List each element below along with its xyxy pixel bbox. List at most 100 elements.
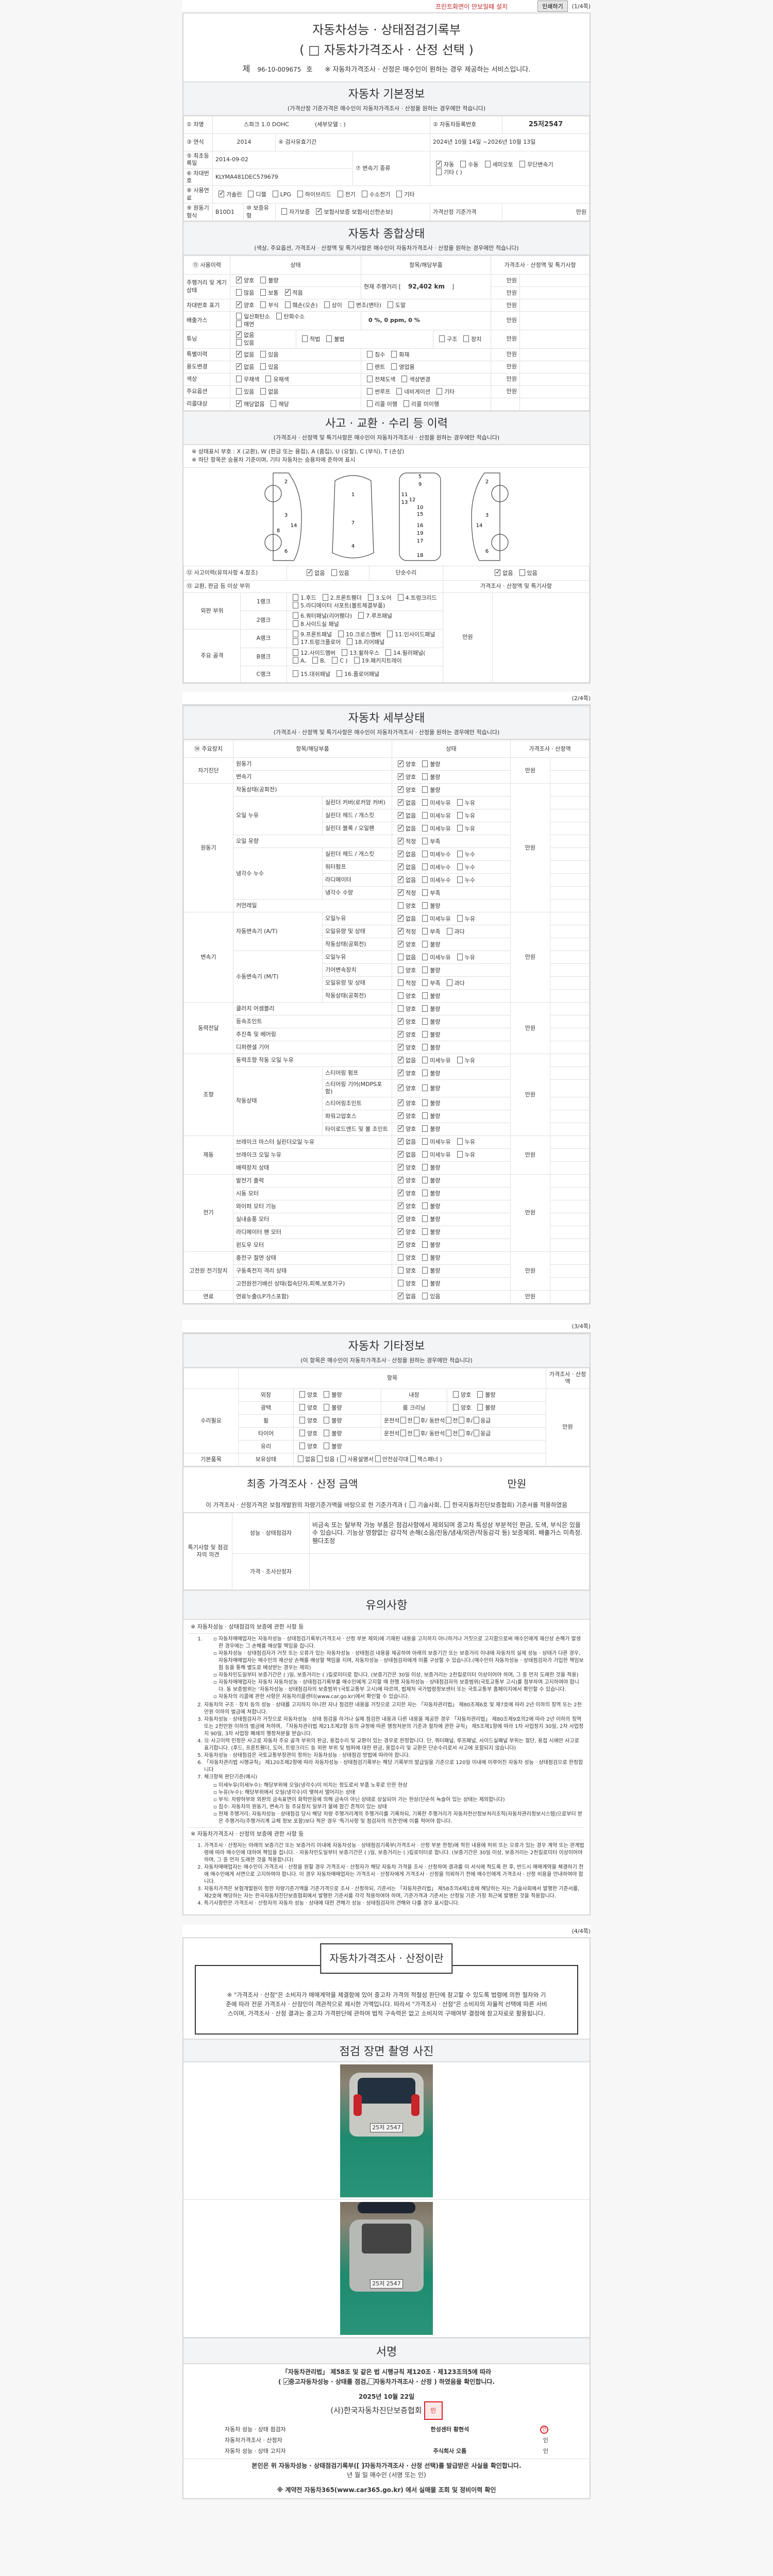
part-option[interactable]: 3.도어: [365, 594, 392, 602]
checkbox-checked[interactable]: [236, 362, 242, 370]
checkbox-checked[interactable]: [398, 940, 404, 947]
checkbox-option[interactable]: 불량: [419, 1099, 441, 1107]
checkbox-option[interactable]: 불량: [419, 1280, 441, 1287]
checkbox-option[interactable]: 불량: [419, 1177, 441, 1184]
checkbox-option[interactable]: 불량: [257, 277, 279, 284]
checkbox-option[interactable]: 없음: [257, 387, 279, 396]
print-button[interactable]: 인쇄하기: [537, 1, 568, 12]
checkbox-option[interactable]: 무채색: [233, 375, 259, 383]
checkbox-checked[interactable]: [284, 288, 291, 296]
checkbox[interactable]: [398, 1254, 404, 1261]
checkbox-option[interactable]: 양호: [296, 1430, 317, 1437]
checkbox-option[interactable]: 양호: [395, 1083, 416, 1092]
checkbox-checked[interactable]: [436, 160, 442, 167]
checkbox-option[interactable]: 불량: [419, 1018, 441, 1026]
checkbox[interactable]: [422, 1202, 428, 1210]
checkbox-option[interactable]: 불량: [419, 1125, 441, 1133]
checkbox[interactable]: [385, 649, 392, 656]
checkbox-option[interactable]: 양호: [395, 966, 416, 974]
checkbox[interactable]: [436, 168, 442, 176]
checkbox[interactable]: [400, 1417, 407, 1424]
checkbox-option[interactable]: 불량: [419, 902, 441, 910]
checkbox-option[interactable]: 누유: [454, 824, 475, 833]
checkbox-option[interactable]: 불량: [321, 1430, 342, 1437]
part-option[interactable]: 17.트렁크플로어: [290, 638, 341, 646]
checkbox[interactable]: [422, 786, 428, 793]
checkbox[interactable]: [396, 191, 402, 198]
checkbox-option[interactable]: 부족: [419, 837, 441, 845]
checkbox[interactable]: [367, 387, 373, 395]
checkbox-option[interactable]: 수동: [457, 160, 479, 168]
checkbox-option[interactable]: 자가보증: [278, 208, 310, 216]
checkbox[interactable]: [368, 2378, 374, 2385]
checkbox[interactable]: [439, 335, 445, 342]
checkbox[interactable]: [400, 1430, 407, 1437]
checkbox-option[interactable]: 무단변속기: [516, 160, 553, 168]
checkbox-option[interactable]: 누유: [454, 953, 475, 961]
checkbox[interactable]: [444, 1501, 450, 1508]
checkbox-option[interactable]: 미세누유: [419, 1056, 451, 1064]
checkbox[interactable]: [422, 1254, 428, 1261]
checkbox-checked[interactable]: [398, 862, 404, 870]
checkbox[interactable]: [398, 1005, 404, 1012]
checkbox-option[interactable]: 세미오토: [482, 160, 513, 168]
checkbox-option[interactable]: 없음: [395, 811, 416, 820]
checkbox-checked[interactable]: [398, 1240, 404, 1248]
checkbox-option[interactable]: 미세누유: [419, 824, 451, 833]
checkbox-option[interactable]: 가솔린: [215, 190, 242, 198]
part-option[interactable]: B,: [309, 656, 326, 665]
checkbox[interactable]: [367, 350, 373, 358]
checkbox[interactable]: [410, 1455, 416, 1463]
part-option[interactable]: 15.대쉬패널: [290, 670, 330, 678]
checkbox-option[interactable]: 불량: [474, 1391, 496, 1399]
checkbox[interactable]: [293, 670, 299, 677]
checkbox[interactable]: [422, 1018, 428, 1025]
checkbox-option[interactable]: 누수: [454, 850, 475, 858]
part-option[interactable]: 13.휠하우스: [339, 649, 379, 657]
checkbox-option[interactable]: 훼손(오손): [282, 301, 318, 309]
checkbox-option[interactable]: 양호: [395, 940, 416, 948]
checkbox-checked[interactable]: [398, 1163, 404, 1171]
checkbox[interactable]: [484, 160, 491, 167]
checkbox[interactable]: [396, 387, 402, 395]
checkbox-option[interactable]: 없음: [395, 1292, 416, 1300]
checkbox-checked[interactable]: [398, 759, 404, 767]
checkbox-option[interactable]: 미세누수: [419, 850, 451, 858]
checkbox[interactable]: [293, 638, 299, 646]
checkbox-option[interactable]: 없음: [395, 1137, 416, 1146]
checkbox[interactable]: [519, 569, 525, 576]
checkbox-option[interactable]: 불법: [323, 335, 345, 343]
checkbox[interactable]: [446, 927, 452, 935]
checkbox[interactable]: [354, 656, 360, 664]
checkbox[interactable]: [299, 1443, 305, 1450]
checkbox-option[interactable]: 없음: [395, 1150, 416, 1159]
checkbox-checked[interactable]: [398, 1176, 404, 1184]
checkbox[interactable]: [422, 1293, 428, 1300]
checkbox-option[interactable]: 양호: [395, 1240, 416, 1249]
checkbox[interactable]: [422, 1241, 428, 1248]
checkbox[interactable]: [337, 191, 343, 198]
checkbox-option[interactable]: 양호: [296, 1443, 317, 1450]
part-option[interactable]: 4.트렁크리드: [395, 594, 437, 602]
checkbox-checked[interactable]: [398, 914, 404, 922]
checkbox-option[interactable]: LPG: [270, 191, 291, 198]
checkbox-option[interactable]: 있음: [257, 350, 279, 359]
checkbox-option[interactable]: 양호: [450, 1404, 471, 1412]
checkbox[interactable]: [324, 1443, 330, 1450]
checkbox-option[interactable]: 전체도색: [364, 375, 395, 383]
checkbox[interactable]: [260, 289, 266, 296]
checkbox-option[interactable]: 있음: [233, 387, 254, 396]
checkbox-option[interactable]: 없음: [233, 350, 254, 359]
checkbox-option[interactable]: 있음: [516, 569, 537, 577]
checkbox[interactable]: [457, 876, 463, 883]
checkbox[interactable]: [422, 837, 428, 844]
checkbox-option[interactable]: 적법: [299, 335, 320, 343]
checkbox-option[interactable]: 불량: [419, 1215, 441, 1223]
checkbox[interactable]: [457, 1138, 463, 1145]
checkbox-checked[interactable]: [398, 785, 404, 793]
checkbox-option[interactable]: 있음: [233, 339, 254, 347]
checkbox[interactable]: [265, 375, 272, 382]
checkbox-option[interactable]: 양호: [395, 1069, 416, 1077]
checkbox-option[interactable]: 전기: [334, 191, 356, 198]
checkbox-option[interactable]: 없음: [233, 330, 254, 339]
